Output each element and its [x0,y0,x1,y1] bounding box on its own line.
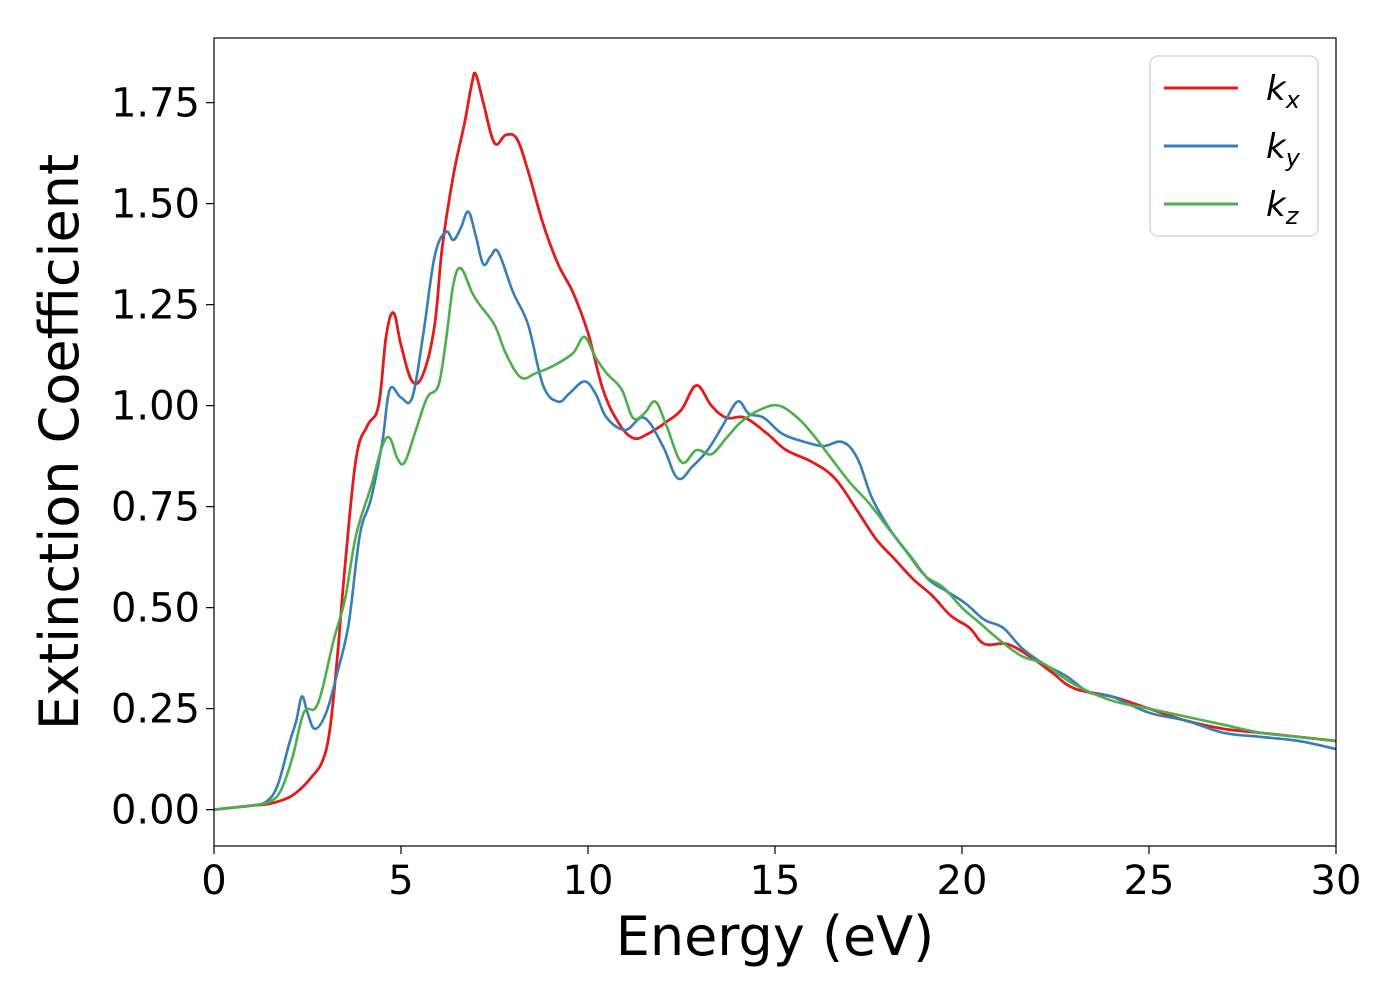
x-tick-label-0: 0 [201,858,226,904]
y-tick-label-7: 1.75 [111,81,200,127]
y-tick-label-0: 0.00 [111,788,200,834]
legend: kx ky kz [1149,55,1319,237]
y-tick-label-2: 0.50 [111,586,200,632]
legend-label-y: ky [1266,127,1301,172]
y-tick-label-3: 0.75 [111,485,200,531]
series-line-x [214,71,1336,812]
x-tick-label-2: 10 [563,858,614,904]
x-axis-title: Energy (eV) [616,905,935,968]
y-tick-label-1: 0.25 [111,687,200,733]
y-tick-label-4: 1.00 [111,384,200,430]
legend-label-z: kz [1266,185,1300,230]
x-tick-label-1: 5 [388,858,413,904]
x-tick-label-5: 25 [1124,858,1175,904]
x-tick-label-6: 30 [1311,858,1362,904]
series-layer [214,71,1336,812]
series-line-y [214,210,1336,811]
y-axis-title: Extinction Coefficient [28,154,91,730]
series-line-z [214,266,1336,811]
axes-layer: 0 5 10 15 20 25 30 0.00 0.25 0.50 0.75 1.00 1.25 1.50… [111,37,1362,904]
legend-label-x: kx [1266,69,1301,114]
y-tick-label-6: 1.50 [111,182,200,228]
y-tick-label-5: 1.25 [111,283,200,329]
x-tick-label-4: 20 [937,858,988,904]
x-tick-label-3: 15 [750,858,801,904]
